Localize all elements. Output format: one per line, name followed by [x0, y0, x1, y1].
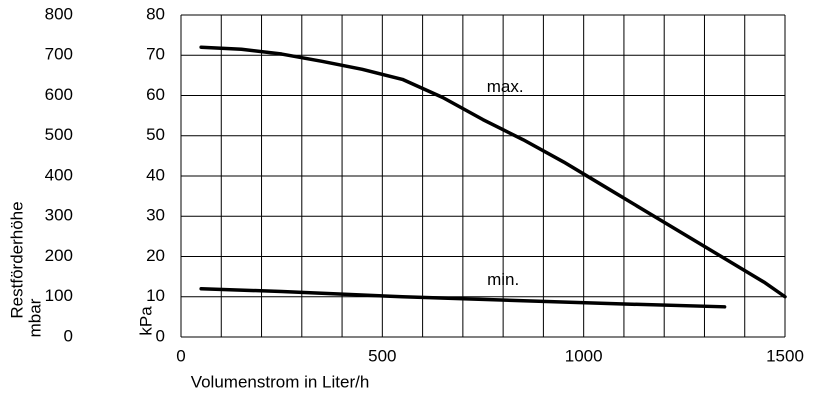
y-tick-label: 60 [146, 85, 165, 104]
x-tick-label: 500 [368, 346, 396, 365]
y-tick-label: 80 [146, 4, 165, 23]
y-tick-label: 40 [146, 165, 165, 184]
series-label: max. [487, 77, 524, 96]
series-label: min. [487, 270, 519, 289]
y-tick-label: 0 [156, 326, 165, 345]
x-tick-label: 1000 [565, 346, 603, 365]
x-axis-label: Volumenstrom in Liter/h [191, 372, 370, 391]
y2-tick-label: 600 [45, 85, 73, 104]
y2-tick-label: 200 [45, 246, 73, 265]
y-tick-label: 20 [146, 246, 165, 265]
y-tick-label: 50 [146, 125, 165, 144]
y-tick-label: 10 [146, 286, 165, 305]
y2-tick-label: 500 [45, 125, 73, 144]
y2-tick-label: 800 [45, 4, 73, 23]
y2-tick-label: 400 [45, 165, 73, 184]
y2-tick-label: 700 [45, 45, 73, 64]
y2-axis-label: Restförderhöhe [7, 201, 26, 318]
curve [199, 286, 727, 309]
y-tick-label: 30 [146, 206, 165, 225]
y-tick-label: 70 [146, 45, 165, 64]
y2-tick-label: 300 [45, 206, 73, 225]
y2-tick-label: 0 [64, 326, 73, 345]
x-tick-label: 1500 [766, 346, 804, 365]
curve [199, 45, 787, 299]
y2-tick-label: 100 [45, 286, 73, 305]
x-tick-label: 0 [176, 346, 185, 365]
y-axis-label: kPa [136, 306, 155, 336]
y2-axis-label: mbar [25, 298, 44, 337]
